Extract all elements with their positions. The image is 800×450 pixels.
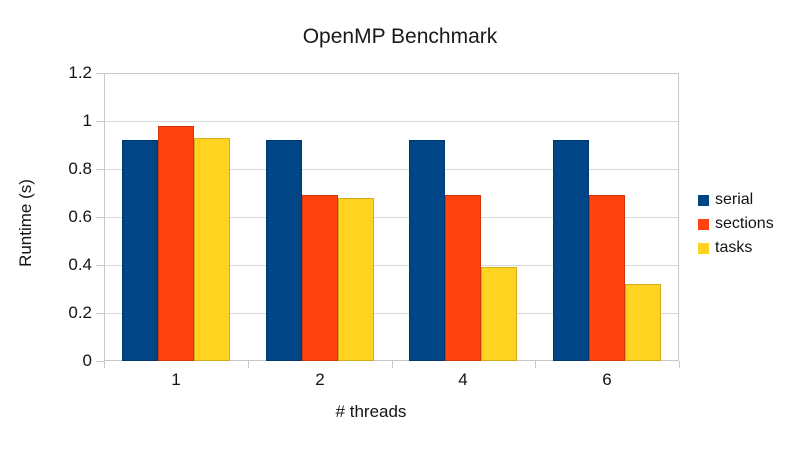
legend-swatch-tasks — [698, 242, 709, 254]
y-gridline — [105, 265, 678, 266]
bar-sections-4 — [445, 195, 481, 361]
bar-serial-6 — [553, 140, 589, 361]
x-axis-title: # threads — [335, 402, 407, 421]
y-tick-label: 0.8 — [68, 159, 92, 178]
x-tick-mark — [248, 361, 249, 368]
y-gridline — [105, 217, 678, 218]
x-tick-mark — [104, 361, 105, 368]
x-tick-label: 6 — [602, 370, 612, 389]
x-tick-mark — [392, 361, 393, 368]
y-tick-label: 0 — [82, 351, 92, 370]
legend-swatch-serial — [698, 194, 709, 206]
bar-tasks-2 — [338, 198, 374, 361]
legend-item-serial: serial — [698, 188, 774, 212]
bar-tasks-4 — [481, 267, 517, 361]
y-tick-label: 1 — [82, 111, 92, 130]
bar-serial-1 — [122, 140, 158, 361]
x-tick-mark — [679, 361, 680, 368]
legend: serial sections tasks — [698, 188, 774, 260]
chart-title: OpenMP Benchmark — [302, 25, 498, 48]
y-gridline — [105, 313, 678, 314]
x-tick-label: 4 — [458, 370, 468, 389]
legend-item-tasks: tasks — [698, 236, 774, 260]
y-tick-label: 0.4 — [68, 255, 92, 274]
legend-swatch-sections — [698, 218, 709, 230]
legend-label: serial — [715, 191, 754, 208]
y-tick-mark — [96, 169, 104, 170]
bar-serial-4 — [409, 140, 445, 361]
y-tick-label: 1.2 — [68, 63, 92, 82]
y-axis-title: Runtime (s) — [16, 179, 35, 267]
bar-sections-6 — [589, 195, 625, 361]
y-tick-label: 0.6 — [68, 207, 92, 226]
y-gridline — [105, 169, 678, 170]
y-tick-mark — [96, 217, 104, 218]
bar-serial-2 — [266, 140, 302, 361]
y-tick-mark — [96, 121, 104, 122]
x-tick-mark — [535, 361, 536, 368]
legend-item-sections: sections — [698, 212, 774, 236]
legend-label: tasks — [715, 239, 753, 256]
bar-tasks-6 — [625, 284, 661, 361]
legend-label: sections — [715, 215, 774, 232]
x-tick-label: 2 — [315, 370, 325, 389]
y-gridline — [105, 121, 678, 122]
bar-sections-2 — [302, 195, 338, 361]
y-tick-mark — [96, 361, 104, 362]
bar-tasks-1 — [194, 138, 230, 361]
y-tick-mark — [96, 313, 104, 314]
y-tick-mark — [96, 73, 104, 74]
y-tick-mark — [96, 265, 104, 266]
x-tick-label: 1 — [171, 370, 181, 389]
bar-sections-1 — [158, 126, 194, 361]
y-tick-label: 0.2 — [68, 303, 92, 322]
